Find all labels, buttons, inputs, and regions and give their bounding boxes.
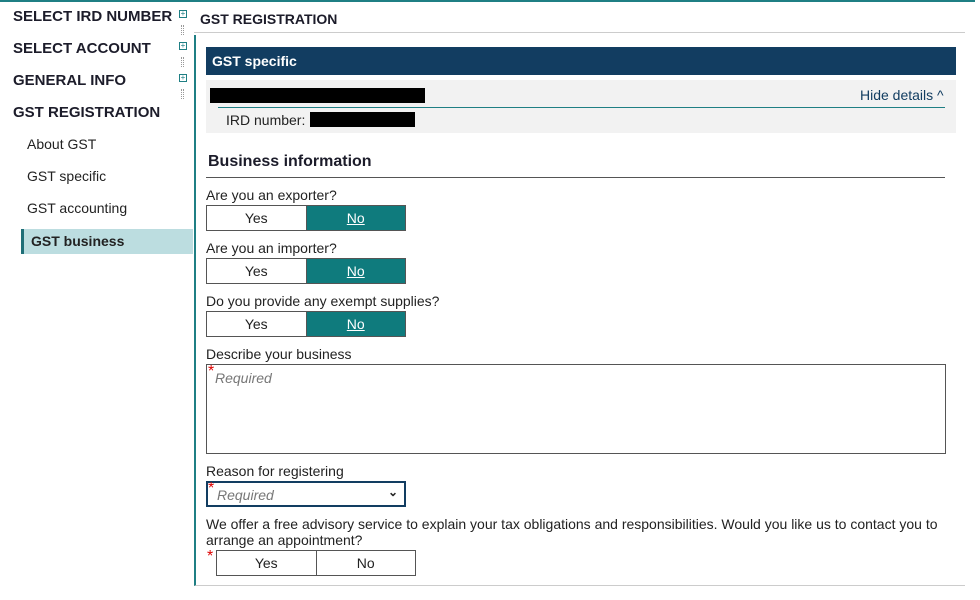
sidebar-section-select-ird[interactable]: SELECT IRD NUMBER [13, 8, 173, 25]
section-heading: Business information [208, 153, 372, 170]
drag-handle-icon [181, 89, 184, 99]
expand-icon[interactable]: + [179, 41, 187, 50]
required-star-icon: * [208, 363, 215, 380]
importer-toggle: Yes No [206, 258, 406, 284]
top-border [0, 0, 975, 2]
divider [218, 107, 945, 108]
required-star-icon: * [207, 548, 214, 565]
drag-handle-icon [181, 25, 184, 35]
ird-number-label: IRD number: [226, 112, 306, 128]
exporter-question: Are you an exporter? [206, 187, 337, 203]
importer-yes-button[interactable]: Yes [207, 259, 307, 283]
expand-icon[interactable]: + [179, 9, 187, 18]
redacted-name [210, 88, 425, 103]
advisory-toggle: Yes No [216, 550, 416, 576]
exporter-toggle: Yes No [206, 205, 406, 231]
sidebar-section-select-account[interactable]: SELECT ACCOUNT [13, 40, 151, 57]
required-star-icon: * [208, 480, 215, 497]
page-title: GST REGISTRATION [200, 11, 338, 27]
section-title-bar: GST specific [206, 47, 956, 75]
sidebar-section-general-info[interactable]: GENERAL INFO [13, 72, 127, 89]
placeholder: Required [215, 370, 272, 386]
advisory-question: We offer a free advisory service to expl… [206, 516, 938, 548]
exempt-supplies-question: Do you provide any exempt supplies? [206, 293, 440, 309]
exempt-supplies-toggle: Yes No [206, 311, 406, 337]
exempt-no-button[interactable]: No [306, 312, 405, 336]
sidebar-item-gst-business[interactable]: GST business [21, 229, 193, 254]
sidebar-item-gst-accounting[interactable]: GST accounting [27, 200, 128, 216]
content-panel [194, 35, 965, 586]
hide-details-link[interactable]: Hide details ^ [860, 87, 944, 103]
chevron-down-icon: ⌄ [387, 485, 398, 499]
placeholder: Required [217, 487, 274, 503]
advisory-yes-button[interactable]: Yes [217, 551, 317, 575]
advisory-no-button[interactable]: No [316, 551, 415, 575]
exempt-yes-button[interactable]: Yes [207, 312, 307, 336]
divider [194, 32, 965, 33]
importer-question: Are you an importer? [206, 240, 337, 256]
sidebar-item-gst-specific[interactable]: GST specific [27, 168, 107, 184]
describe-business-textarea[interactable]: * Required [206, 363, 946, 454]
exporter-no-button[interactable]: No [306, 206, 405, 230]
expand-icon[interactable]: + [179, 73, 187, 82]
drag-handle-icon [181, 57, 184, 67]
sidebar-item-about-gst[interactable]: About GST [27, 136, 97, 152]
redacted-ird-number [310, 112, 415, 127]
reason-select[interactable]: * Required ⌄ [206, 480, 406, 507]
reason-label: Reason for registering [206, 463, 344, 479]
importer-no-button[interactable]: No [306, 259, 405, 283]
describe-label: Describe your business [206, 346, 352, 362]
exporter-yes-button[interactable]: Yes [207, 206, 307, 230]
divider [206, 177, 945, 178]
sidebar-section-gst-registration[interactable]: GST REGISTRATION [13, 104, 161, 121]
